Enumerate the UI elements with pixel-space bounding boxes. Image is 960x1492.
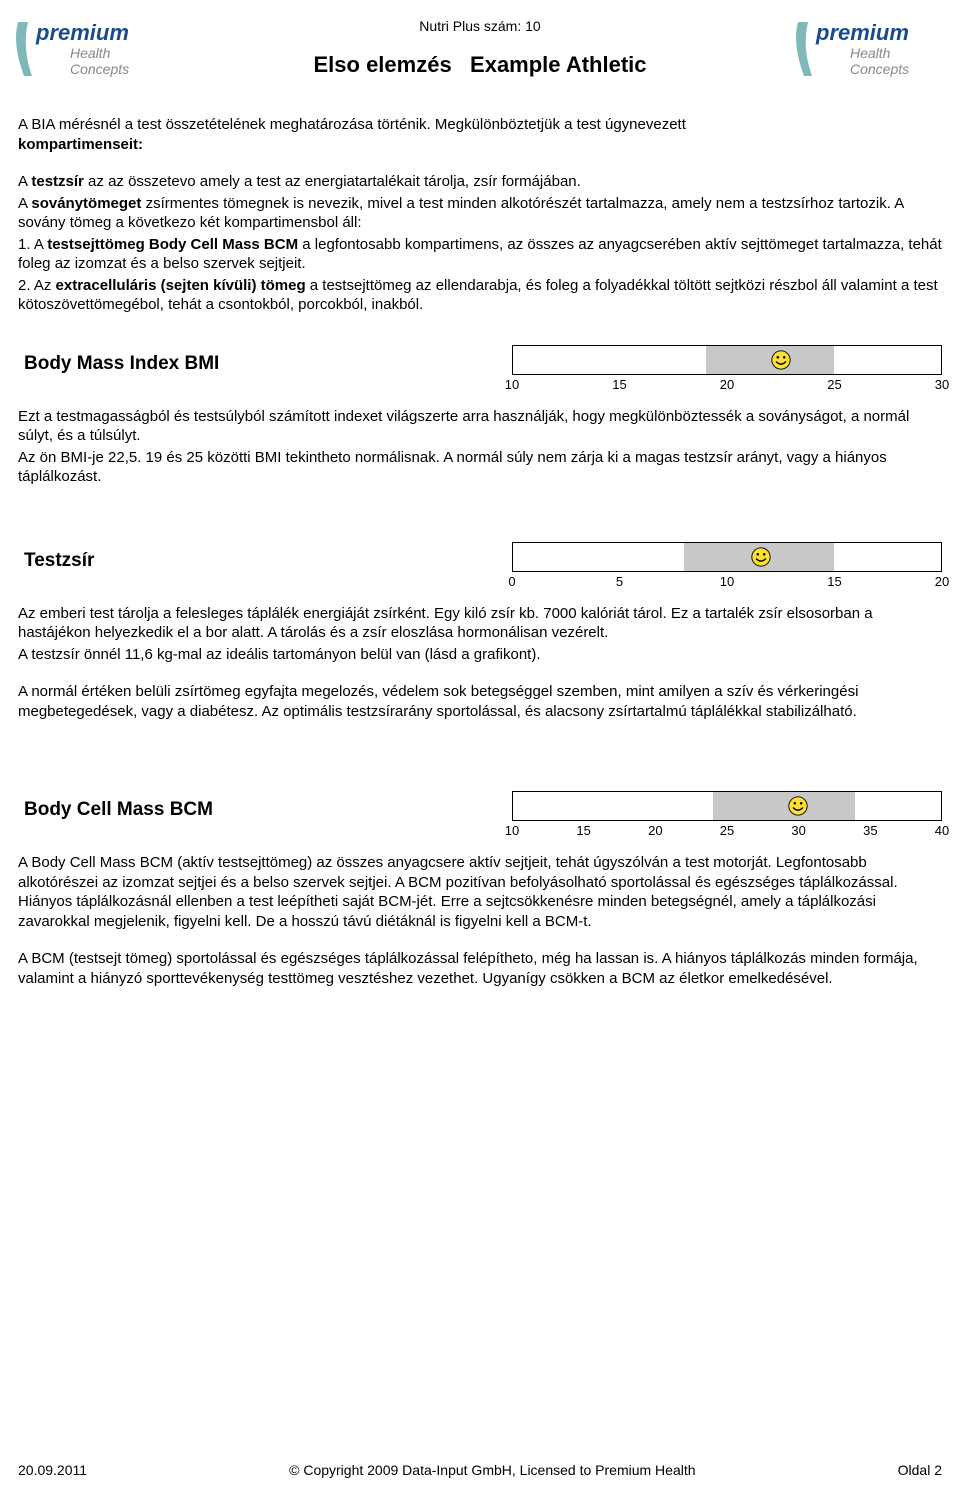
svg-text:premium: premium — [815, 20, 909, 45]
footer-date: 20.09.2011 — [18, 1462, 87, 1478]
body-paragraph — [18, 666, 942, 682]
gauge-tick: 30 — [935, 377, 949, 392]
gauge-axis: 1015202530 — [512, 377, 942, 397]
section: Testzsír 05101520Az emberi test tárolja … — [18, 542, 942, 722]
section: Body Cell Mass BCM 10152025303540A Body … — [18, 791, 942, 988]
body-paragraph: A normál értéken belüli zsírtömeg egyfaj… — [18, 682, 942, 721]
nutri-value: 10 — [525, 18, 541, 34]
smiley-icon — [750, 546, 772, 568]
intro-p1: A BIA mérésnél a test összetételének meg… — [18, 115, 942, 154]
section-body: A Body Cell Mass BCM (aktív testsejttöme… — [18, 853, 942, 988]
gauge-tick: 20 — [720, 377, 734, 392]
intro-p5: 2. Az extracelluláris (sejten kívüli) tö… — [18, 276, 942, 315]
svg-text:Concepts: Concepts — [70, 61, 129, 77]
sections-container: Body Mass Index BMI 10 15 20 25 30 Ezt a test… — [18, 345, 942, 989]
page-footer: 20.09.2011 © Copyright 2009 Data-Input G… — [18, 1462, 942, 1478]
logo-right: premium Health Concepts — [790, 14, 950, 84]
svg-text:premium: premium — [35, 20, 129, 45]
section-body: Az emberi test tárolja a felesleges tápl… — [18, 604, 942, 722]
intro-p4: 1. A testsejttömeg Body Cell Mass BCM a … — [18, 235, 942, 274]
section: Body Mass Index BMI 1015202530Ezt a test… — [18, 345, 942, 487]
svg-text:Health: Health — [850, 45, 891, 61]
gauge-bar — [512, 791, 942, 821]
body-paragraph: Az ön BMI-je 22,5. 19 és 25 közötti BMI … — [18, 448, 942, 487]
section-header-row: Body Cell Mass BCM 10152025303540 — [24, 791, 942, 843]
intro-p3: A soványtömeget zsírmentes tömegnek is n… — [18, 194, 942, 233]
body-paragraph: Az emberi test tárolja a felesleges tápl… — [18, 604, 942, 643]
body-paragraph: A BCM (testsejt tömeg) sportolással és e… — [18, 949, 942, 988]
section-header-row: Body Mass Index BMI 1015202530 — [24, 345, 942, 397]
gauge-bar — [512, 542, 942, 572]
gauge-tick: 15 — [827, 574, 841, 589]
page-header: premium Health Concepts premium Health C… — [18, 10, 942, 95]
body-paragraph: A Body Cell Mass BCM (aktív testsejttöme… — [18, 853, 942, 931]
gauge-tick: 30 — [791, 823, 805, 838]
gauge-tick: 10 — [505, 377, 519, 392]
footer-copyright: © Copyright 2009 Data-Input GmbH, Licens… — [289, 1462, 695, 1478]
section-body: Ezt a testmagasságból és testsúlyból szá… — [18, 407, 942, 487]
svg-text:Health: Health — [70, 45, 111, 61]
footer-page: Oldal 2 — [898, 1462, 942, 1478]
gauge-tick: 20 — [935, 574, 949, 589]
gauge: 10152025303540 — [512, 791, 942, 843]
body-paragraph: Ezt a testmagasságból és testsúlyból szá… — [18, 407, 942, 446]
intro-block: A BIA mérésnél a test összetételének meg… — [18, 115, 942, 315]
gauge-tick: 20 — [648, 823, 662, 838]
title-name: Example Athletic — [470, 52, 646, 77]
gauge-tick: 10 — [720, 574, 734, 589]
gauge-tick: 0 — [508, 574, 515, 589]
gauge-tick: 5 — [616, 574, 623, 589]
gauge: 1015202530 — [512, 345, 942, 397]
nutri-label: Nutri Plus szám: — [419, 18, 521, 34]
section-title: Body Cell Mass BCM — [24, 791, 213, 821]
section-title: Body Mass Index BMI — [24, 345, 219, 375]
body-paragraph — [18, 933, 942, 949]
gauge-tick: 25 — [720, 823, 734, 838]
gauge: 05101520 — [512, 542, 942, 594]
gauge-axis: 10152025303540 — [512, 823, 942, 843]
gauge-tick: 35 — [863, 823, 877, 838]
gauge-axis: 05101520 — [512, 574, 942, 594]
intro-p2: A testzsír az az összetevo amely a test … — [18, 172, 942, 192]
section-header-row: Testzsír 05101520 — [24, 542, 942, 594]
body-paragraph: A testzsír önnél 11,6 kg-mal az ideális … — [18, 645, 942, 665]
smiley-icon — [787, 795, 809, 817]
title-prefix: Elso elemzés — [314, 52, 452, 77]
gauge-tick: 40 — [935, 823, 949, 838]
logo-left: premium Health Concepts — [10, 14, 170, 84]
gauge-bar — [512, 345, 942, 375]
gauge-normal-range — [713, 792, 856, 820]
svg-text:Concepts: Concepts — [850, 61, 909, 77]
section-title: Testzsír — [24, 542, 94, 572]
gauge-tick: 10 — [505, 823, 519, 838]
smiley-icon — [770, 349, 792, 371]
gauge-tick: 25 — [827, 377, 841, 392]
gauge-tick: 15 — [612, 377, 626, 392]
gauge-tick: 15 — [576, 823, 590, 838]
